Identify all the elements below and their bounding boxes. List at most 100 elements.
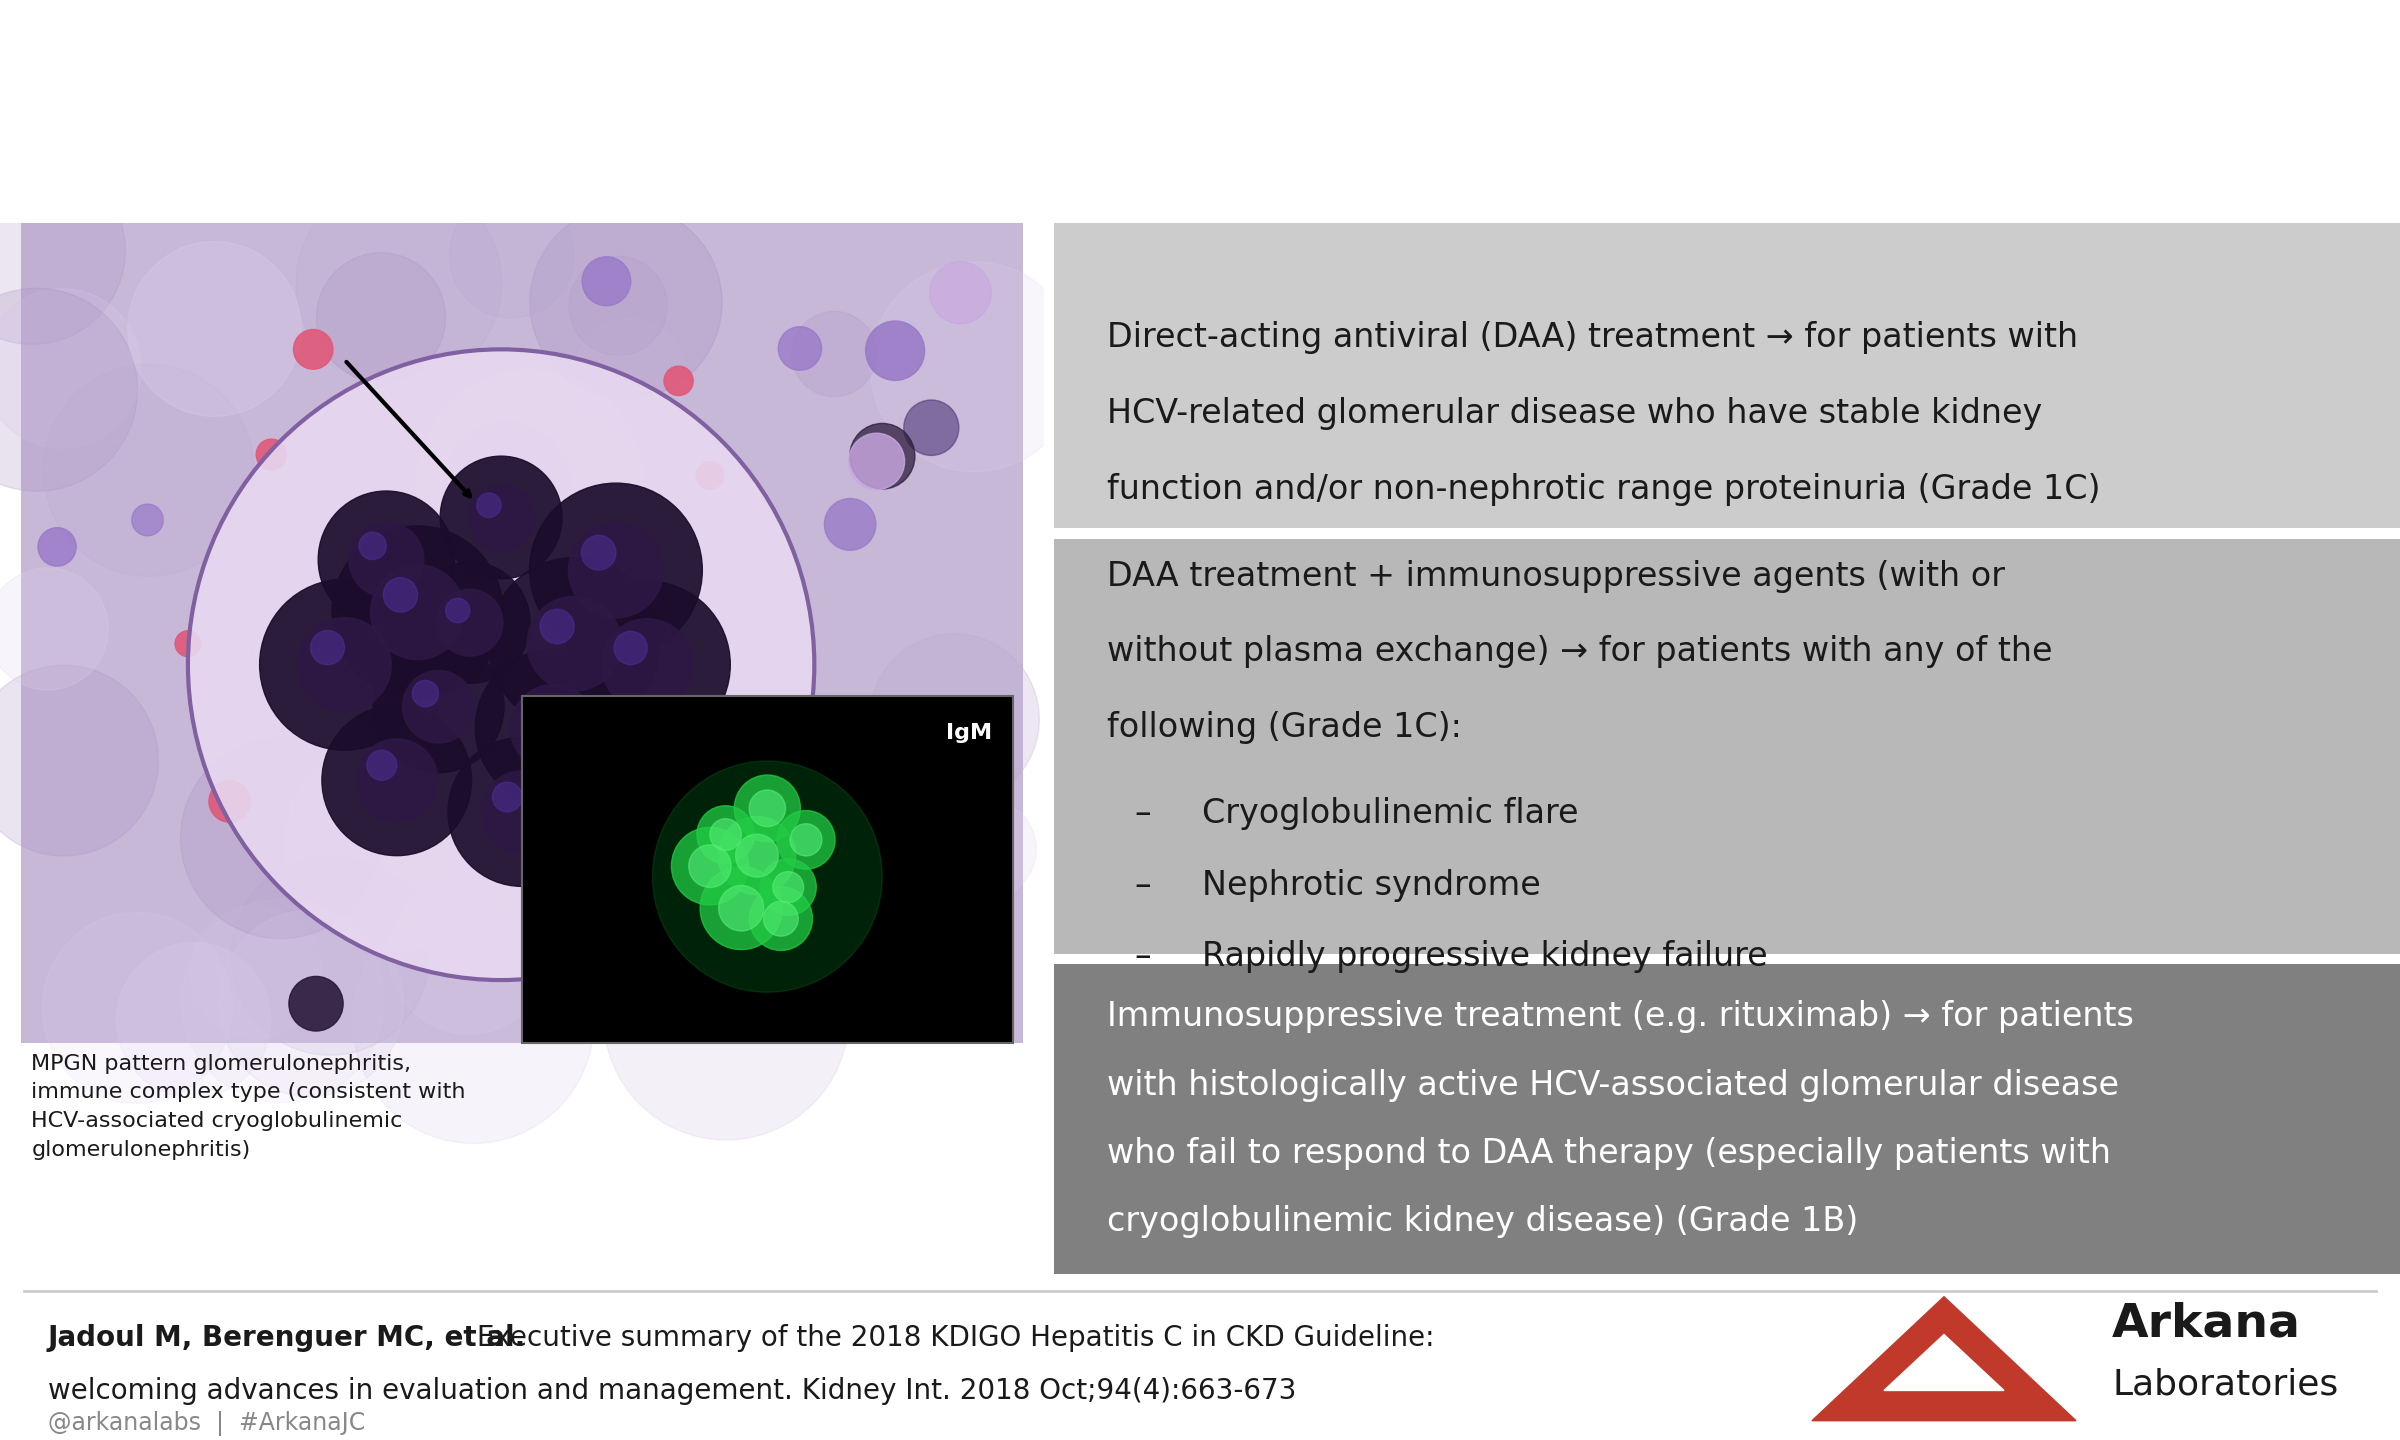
Circle shape [749,887,814,950]
FancyBboxPatch shape [22,223,1022,1043]
Text: KDIGO Recommendations for Diagnosis and Management: KDIGO Recommendations for Diagnosis and … [278,147,2122,210]
Circle shape [322,706,470,855]
Circle shape [355,739,437,822]
Circle shape [449,193,574,318]
Circle shape [866,321,924,380]
Circle shape [619,501,749,632]
Circle shape [602,893,850,1140]
Circle shape [38,527,77,566]
Text: Laboratories: Laboratories [2112,1368,2338,1401]
Circle shape [247,523,449,724]
Circle shape [696,806,754,864]
Circle shape [595,724,691,819]
Circle shape [653,760,883,992]
Circle shape [523,697,554,727]
Circle shape [710,819,742,851]
Circle shape [418,370,643,598]
Circle shape [449,737,595,887]
Text: DAA treatment + immunosuppressive agents (with or: DAA treatment + immunosuppressive agents… [1106,560,2006,593]
Circle shape [439,456,562,579]
Circle shape [370,564,466,660]
Circle shape [622,829,806,1015]
Circle shape [907,949,946,988]
Circle shape [367,750,396,780]
Circle shape [696,462,725,490]
Circle shape [372,641,504,773]
Circle shape [929,262,991,324]
Circle shape [490,520,581,612]
Text: Jadoul M, Berenguer MC, et al.: Jadoul M, Berenguer MC, et al. [48,1325,526,1352]
Circle shape [298,618,391,711]
Text: Arkana: Arkana [2112,1302,2302,1346]
Circle shape [444,422,571,552]
Circle shape [850,423,914,490]
Circle shape [180,737,382,939]
Circle shape [293,330,334,369]
Circle shape [353,901,593,1143]
Circle shape [605,560,703,660]
Circle shape [790,824,821,855]
Circle shape [384,577,418,612]
Circle shape [468,484,535,552]
Circle shape [734,775,802,841]
Circle shape [362,710,547,897]
Polygon shape [1884,1335,2004,1391]
Circle shape [257,439,286,469]
Text: Direct-acting antiviral (DAA) treatment → for patients with: Direct-acting antiviral (DAA) treatment … [1106,321,2078,354]
Text: @arkanalabs  |  #ArkanaJC: @arkanalabs | #ArkanaJC [48,1411,365,1436]
Polygon shape [1812,1296,2076,1421]
Circle shape [403,671,475,743]
Circle shape [0,665,158,855]
Circle shape [583,256,631,305]
Text: –: – [1135,868,1152,901]
Circle shape [218,910,403,1097]
Text: –: – [1135,798,1152,829]
Circle shape [348,521,425,598]
Circle shape [938,799,1037,899]
Circle shape [360,533,386,560]
Circle shape [490,557,660,730]
Circle shape [319,491,454,628]
Circle shape [0,567,108,690]
Circle shape [562,704,691,835]
Circle shape [331,526,504,698]
Circle shape [528,596,622,691]
Text: Immunosuppressive treatment (e.g. rituximab) → for patients: Immunosuppressive treatment (e.g. rituxi… [1106,1001,2134,1034]
Text: without plasma exchange) → for patients with any of the: without plasma exchange) → for patients … [1106,635,2052,668]
Text: who fail to respond to DAA therapy (especially patients with: who fail to respond to DAA therapy (espe… [1106,1138,2112,1171]
Circle shape [310,631,346,665]
Circle shape [869,634,1039,805]
Circle shape [734,834,778,877]
Circle shape [602,619,694,711]
Text: HCV-Associated Kidney Disease:: HCV-Associated Kidney Disease: [492,40,1908,117]
Circle shape [569,256,667,356]
Text: Executive summary of the 2018 KDIGO Hepatitis C in CKD Guideline:: Executive summary of the 2018 KDIGO Hepa… [468,1325,1435,1352]
Circle shape [569,523,662,618]
Circle shape [718,886,763,930]
Circle shape [209,780,250,822]
Circle shape [749,791,785,827]
Circle shape [437,589,504,657]
Circle shape [478,492,502,517]
Circle shape [763,901,799,936]
Circle shape [672,828,749,904]
Circle shape [540,609,574,644]
FancyBboxPatch shape [1054,223,2400,528]
Circle shape [970,873,1003,906]
Circle shape [823,498,876,550]
Circle shape [175,631,202,657]
Circle shape [413,680,439,707]
Circle shape [773,871,804,903]
Circle shape [0,288,142,448]
Circle shape [446,599,470,622]
Circle shape [492,782,523,812]
Circle shape [665,366,694,396]
Circle shape [778,327,821,370]
Circle shape [530,206,722,399]
Text: Nephrotic syndrome: Nephrotic syndrome [1202,868,1541,901]
Text: cryoglobulinemic kidney disease) (Grade 1B): cryoglobulinemic kidney disease) (Grade … [1106,1205,1858,1238]
Circle shape [182,899,384,1103]
Circle shape [43,364,254,576]
Circle shape [127,242,302,416]
Text: welcoming advances in evaluation and management. Kidney Int. 2018 Oct;94(4):663-: welcoming advances in evaluation and man… [48,1377,1296,1405]
